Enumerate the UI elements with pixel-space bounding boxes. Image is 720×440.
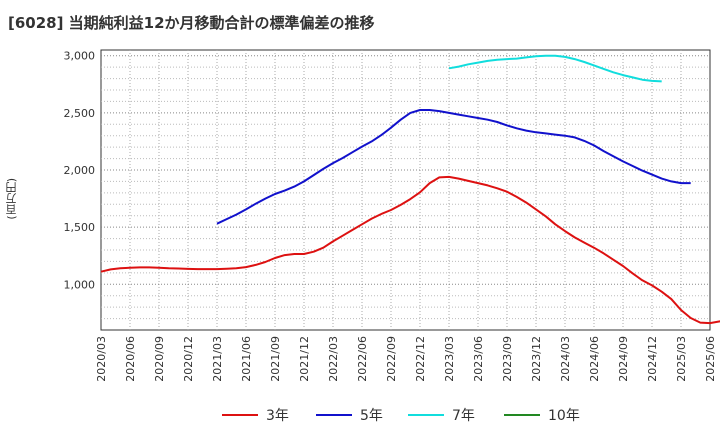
legend-swatch [408,414,444,416]
series-line-5年 [216,109,691,225]
grid-lines [101,50,710,330]
x-tick-label: 2021/03 [211,336,224,382]
legend-label: 10年 [548,408,580,424]
x-tick-label: 2025/06 [704,336,717,382]
legend-swatch [222,414,258,416]
legend-label: 7年 [452,408,475,424]
y-tick-label: 3,000 [64,50,96,63]
legend-item: 3年 [222,405,289,425]
x-tick-label: 2024/03 [559,336,572,382]
y-tick-label: 2,000 [64,164,96,177]
x-tick-label: 2020/09 [153,336,166,382]
x-tick-label: 2021/12 [298,336,311,382]
x-tick-label: 2022/09 [385,336,398,382]
y-tick-label: 1,500 [64,221,96,234]
legend-item: 5年 [316,405,383,425]
plot-area [100,49,711,331]
x-tick-label: 2023/06 [472,336,485,382]
legend-item: 7年 [408,405,475,425]
chart-title: [6028] 当期純利益12か月移動合計の標準偏差の推移 [8,14,375,32]
x-tick-label: 2023/12 [530,336,543,382]
x-tick-label: 2022/12 [414,336,427,382]
legend-swatch [504,414,540,416]
x-tick-label: 2021/06 [240,336,253,382]
x-tick-label: 2022/06 [356,336,369,382]
x-tick-label: 2022/03 [327,336,340,382]
x-tick-label: 2025/03 [675,336,688,382]
x-tick-label: 2023/09 [501,336,514,382]
legend-label: 5年 [360,408,383,424]
series-line-7年 [448,54,662,83]
x-tick-label: 2020/12 [182,336,195,382]
y-tick-label: 2,500 [64,107,96,120]
x-tick-label: 2020/03 [95,336,108,382]
y-tick-labels: 1,000 1,500 2,000 2,500 3,000 [64,50,96,292]
legend-item: 10年 [504,405,580,425]
series-lines [100,54,720,325]
x-tick-label: 2024/06 [588,336,601,382]
x-tick-labels: 2020/03 2020/06 2020/09 2020/12 2021/03 2021/… [95,336,717,382]
legend: 3年 5年 7年 10年 [0,405,720,425]
x-tick-label: 2024/12 [646,336,659,382]
series-line-3年 [100,175,720,325]
x-tick-label: 2021/09 [269,336,282,382]
legend-swatch [316,414,352,416]
x-tick-label: 2020/06 [124,336,137,382]
x-tick-label: 2024/09 [617,336,630,382]
legend-label: 3年 [266,408,289,424]
y-tick-label: 1,000 [64,278,96,291]
x-tick-label: 2023/03 [443,336,456,382]
